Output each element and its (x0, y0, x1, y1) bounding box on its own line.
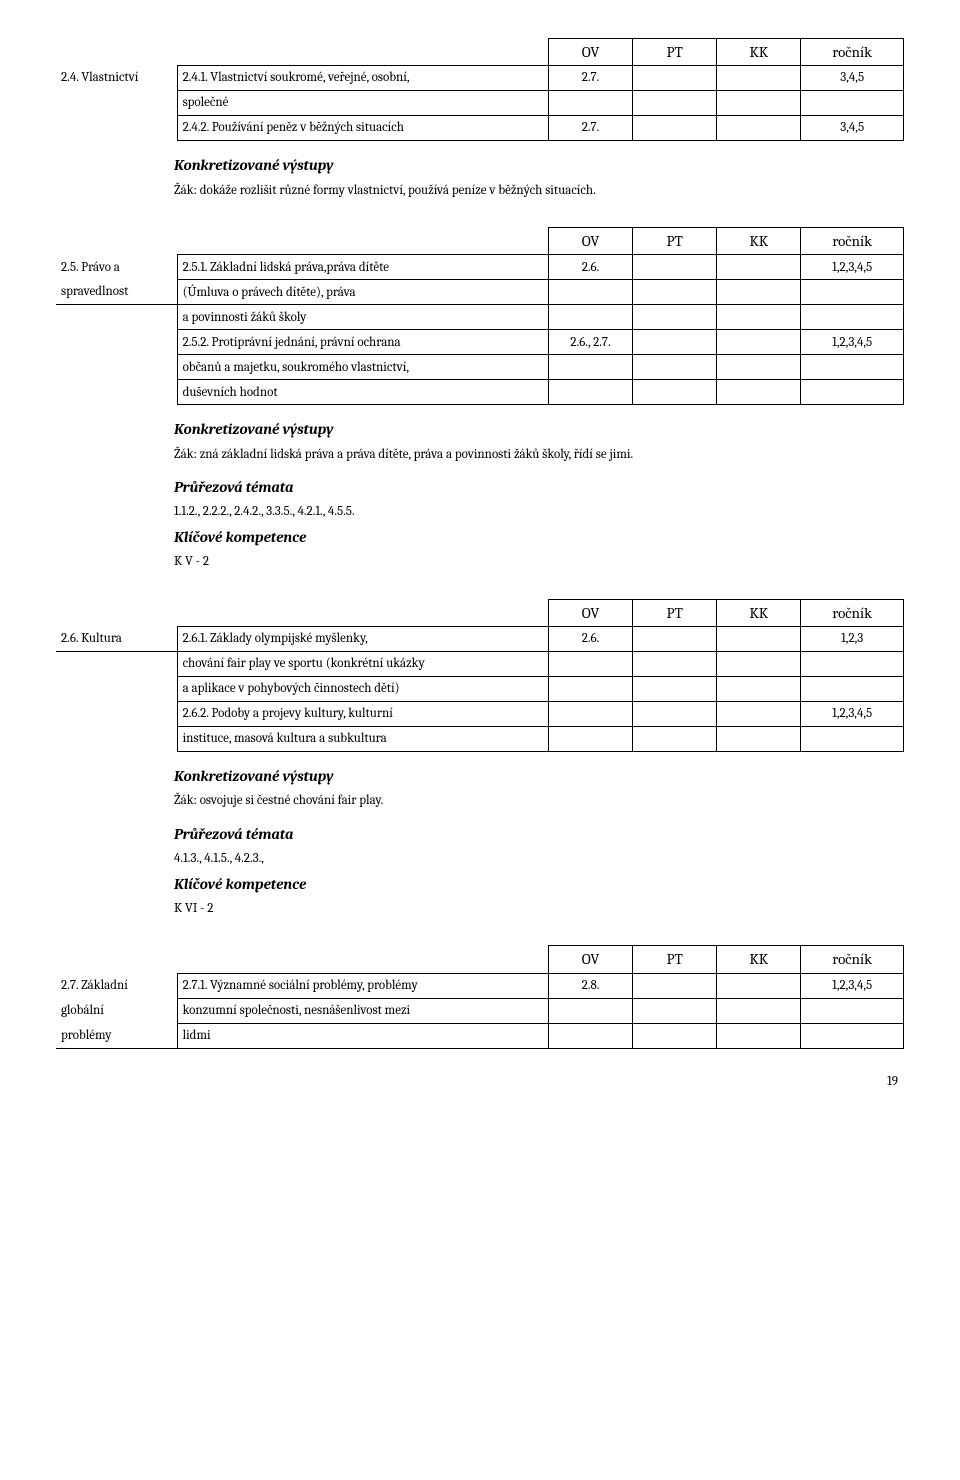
sec26-r4-text: 2.6.2. Podoby a projevy kultury, kulturn… (177, 701, 548, 726)
sec27-r2-text: konzumní společnosti, nesnášenlivost mez… (177, 998, 548, 1023)
sec26-outputs: Konkretizované výstupy Žák: osvojuje si … (174, 766, 904, 917)
sec25-r3-text: a povinnosti žáků školy (177, 305, 548, 330)
hdr-kk: KK (717, 39, 801, 66)
sec24-r3-text: 2.4.2. Používání peněz v běžných situací… (177, 116, 548, 141)
sec25-r1-roc: 1,2,3,4,5 (801, 255, 904, 280)
sec24-outputs: Konkretizované výstupy Žák: dokáže rozli… (174, 155, 904, 199)
table-2-5: OV PT KK ročník 2.5. Právo a 2.5.1. Zákl… (56, 227, 904, 405)
kv-title: Konkretizované výstupy (174, 155, 904, 175)
sec24-r3-roc: 3,4,5 (801, 116, 904, 141)
sec27-label2: globální (56, 998, 177, 1023)
sec27-r3-text: lidmi (177, 1023, 548, 1048)
table-2-7: OV PT KK ročník 2.7. Základní 2.7.1. Výz… (56, 945, 904, 1048)
sec26-r3-text: a aplikace v pohybových činnostech dětí) (177, 676, 548, 701)
sec27-r1-text: 2.7.1. Významné sociální problémy, probl… (177, 973, 548, 998)
hdr-rocnik: ročník (801, 39, 904, 66)
sec27-r1-roc: 1,2,3,4,5 (801, 973, 904, 998)
table-2-6: OV PT KK ročník 2.6. Kultura 2.6.1. Zákl… (56, 599, 904, 752)
sec26-r5-text: instituce, masová kultura a subkultura (177, 726, 548, 751)
sec25-outputs: Konkretizované výstupy Žák: zná základní… (174, 419, 904, 570)
sec25-r4-ov: 2.6., 2.7. (548, 330, 632, 355)
sec24-r1-roc: 3,4,5 (801, 66, 904, 91)
page-number: 19 (56, 1073, 904, 1091)
hdr-ov: OV (548, 39, 632, 66)
sec25-label2: spravedlnost (56, 280, 177, 305)
sec24-r1-text: 2.4.1. Vlastnictví soukromé, veřejné, os… (177, 66, 548, 91)
sec25-r1-text: 2.5.1. Základní lidská práva,práva dítět… (177, 255, 548, 280)
sec25-r1-ov: 2.6. (548, 255, 632, 280)
sec27-label3: problémy (56, 1023, 177, 1048)
sec25-r4-text: 2.5.2. Protiprávní jednání, právní ochra… (177, 330, 548, 355)
sec27-label1: 2.7. Základní (56, 973, 177, 998)
sec26-r4-roc: 1,2,3,4,5 (801, 701, 904, 726)
sec26-r2-text: chování fair play ve sportu (konkrétní u… (177, 651, 548, 676)
sec24-label: 2.4. Vlastnictví (56, 66, 177, 91)
sec25-label1: 2.5. Právo a (56, 255, 177, 280)
hdr-pt: PT (633, 39, 717, 66)
sec24-r2-text: společné (177, 91, 548, 116)
sec26-r1-text: 2.6.1. Základy olympijské myšlenky, (177, 626, 548, 651)
sec24-r3-ov: 2.7. (548, 116, 632, 141)
table-2-4: OV PT KK ročník 2.4. Vlastnictví 2.4.1. … (56, 38, 904, 141)
sec25-r2-text: (Úmluva o právech dítěte), práva (177, 280, 548, 305)
sec25-r5-text: občanů a majetku, soukromého vlastnictví… (177, 355, 548, 380)
kv-text: Žák: dokáže rozlišit různé formy vlastni… (174, 182, 904, 200)
sec27-r1-ov: 2.8. (548, 973, 632, 998)
sec26-r1-ov: 2.6. (548, 626, 632, 651)
sec25-r6-text: duševních hodnot (177, 380, 548, 405)
sec25-r4-roc: 1,2,3,4,5 (801, 330, 904, 355)
sec26-r1-roc: 1,2,3 (801, 626, 904, 651)
sec24-r1-ov: 2.7. (548, 66, 632, 91)
sec26-label: 2.6. Kultura (56, 626, 177, 651)
